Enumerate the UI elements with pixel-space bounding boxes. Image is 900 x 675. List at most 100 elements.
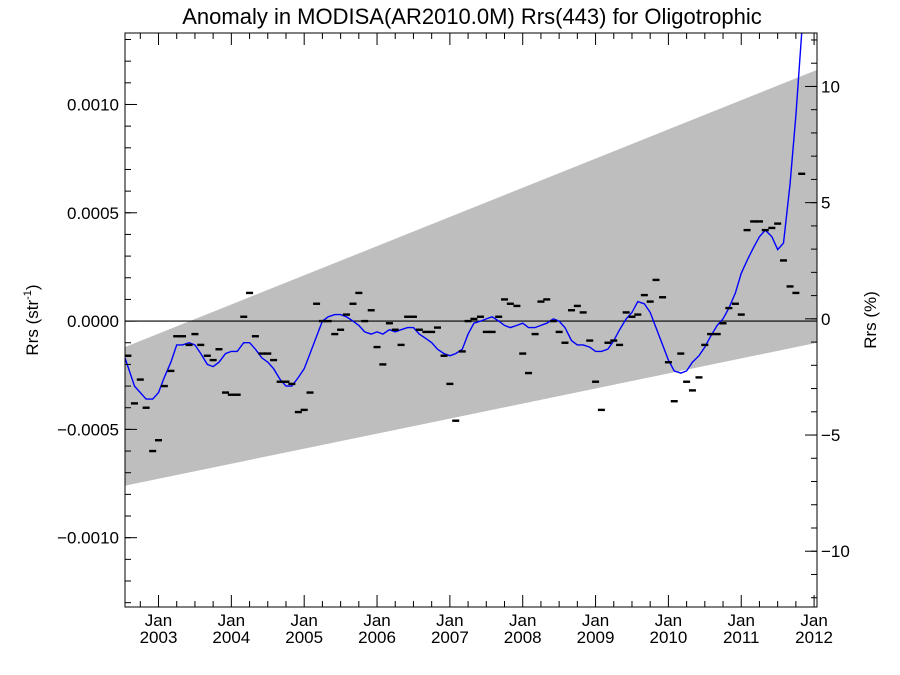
data-point xyxy=(313,302,321,305)
data-point xyxy=(125,354,132,357)
x-tick-month-label: Jan xyxy=(363,611,390,630)
data-point xyxy=(136,378,144,381)
x-tick-year-label: 2007 xyxy=(431,628,469,647)
data-point xyxy=(160,384,168,388)
data-point xyxy=(634,313,642,316)
data-point xyxy=(640,293,648,297)
data-point xyxy=(677,352,685,355)
data-point xyxy=(513,304,521,308)
axis-ticks: 0.0010 0.0005 0.0000 −0.0005 −0.0010 10 5 0 −5 −1… xyxy=(57,33,850,647)
data-point xyxy=(240,315,248,318)
data-point xyxy=(688,389,696,392)
data-point xyxy=(750,220,758,223)
data-point xyxy=(506,302,514,305)
data-point xyxy=(652,278,660,282)
x-tick-month-label: Jan xyxy=(290,611,317,630)
data-point xyxy=(592,380,600,383)
data-point xyxy=(422,330,430,334)
data-point xyxy=(792,291,800,295)
x-tick-year-label: 2009 xyxy=(577,628,615,647)
data-point xyxy=(355,291,363,295)
x-tick-year-label: 2012 xyxy=(795,628,833,647)
x-tick-month-label: Jan xyxy=(436,611,463,630)
data-point xyxy=(482,330,490,334)
data-point xyxy=(415,328,423,331)
anomaly-line xyxy=(125,33,803,400)
data-point xyxy=(203,354,211,357)
data-point xyxy=(452,419,460,422)
data-point xyxy=(209,358,217,362)
data-point xyxy=(433,326,441,329)
data-point xyxy=(573,304,581,308)
data-point xyxy=(294,410,302,414)
data-point xyxy=(519,352,527,355)
x-tick-year-label: 2006 xyxy=(358,628,396,647)
data-point xyxy=(458,350,466,353)
data-point xyxy=(282,380,290,383)
data-point xyxy=(397,343,405,347)
data-point xyxy=(276,380,284,383)
data-point xyxy=(215,348,223,351)
data-point xyxy=(379,363,387,366)
data-point xyxy=(361,319,369,323)
data-point xyxy=(537,300,545,303)
monthly-marker-series xyxy=(125,172,806,453)
data-point xyxy=(719,322,727,325)
data-point xyxy=(531,332,539,336)
data-point xyxy=(409,315,417,318)
y-axis-label: Rrs (str-1) xyxy=(22,284,42,355)
data-point xyxy=(779,259,787,262)
data-point xyxy=(768,226,776,230)
data-point xyxy=(251,335,259,338)
x-tick-year-label: 2003 xyxy=(140,628,178,647)
data-point xyxy=(179,335,187,338)
data-point xyxy=(428,330,436,334)
confidence-band xyxy=(125,69,817,486)
x-tick-year-label: 2004 xyxy=(212,628,250,647)
data-point xyxy=(391,328,399,331)
data-point xyxy=(561,341,569,344)
data-point xyxy=(142,406,150,409)
y-tick-label: 0.0005 xyxy=(67,204,119,223)
data-point xyxy=(701,343,709,347)
data-point xyxy=(270,358,278,362)
data-point xyxy=(155,439,163,442)
confidence-band-area xyxy=(125,69,817,486)
x-tick-year-label: 2011 xyxy=(723,628,760,647)
data-point xyxy=(664,361,672,364)
y2-tick-label: 0 xyxy=(821,310,830,329)
y-tick-label: 0.0010 xyxy=(67,95,119,114)
data-point xyxy=(798,172,806,175)
data-point xyxy=(246,291,254,295)
data-point xyxy=(774,222,782,225)
data-point xyxy=(683,380,691,383)
data-point xyxy=(331,332,339,336)
data-point xyxy=(476,315,484,318)
x-tick-month-label: Jan xyxy=(509,611,536,630)
data-point xyxy=(670,400,678,403)
data-point xyxy=(197,343,205,347)
data-point xyxy=(130,402,138,405)
data-point xyxy=(646,300,654,303)
data-point xyxy=(495,315,503,318)
anomaly-line-series xyxy=(125,33,803,400)
data-point xyxy=(149,449,157,453)
data-point xyxy=(385,322,393,325)
data-point xyxy=(616,343,624,347)
y-tick-label: 0.0000 xyxy=(67,312,119,331)
data-point xyxy=(288,382,296,386)
data-point xyxy=(185,343,193,347)
data-point xyxy=(737,313,745,316)
x-tick-month-label: Jan xyxy=(145,611,172,630)
data-point xyxy=(761,228,769,232)
data-point xyxy=(725,306,733,310)
data-point xyxy=(440,354,448,357)
data-point xyxy=(300,408,308,412)
data-point xyxy=(488,330,496,334)
data-point xyxy=(743,228,751,232)
x-tick-year-label: 2010 xyxy=(649,628,687,647)
data-point xyxy=(227,393,235,396)
data-point xyxy=(191,332,199,336)
data-point xyxy=(337,328,345,331)
y2-tick-label: 5 xyxy=(821,194,830,213)
